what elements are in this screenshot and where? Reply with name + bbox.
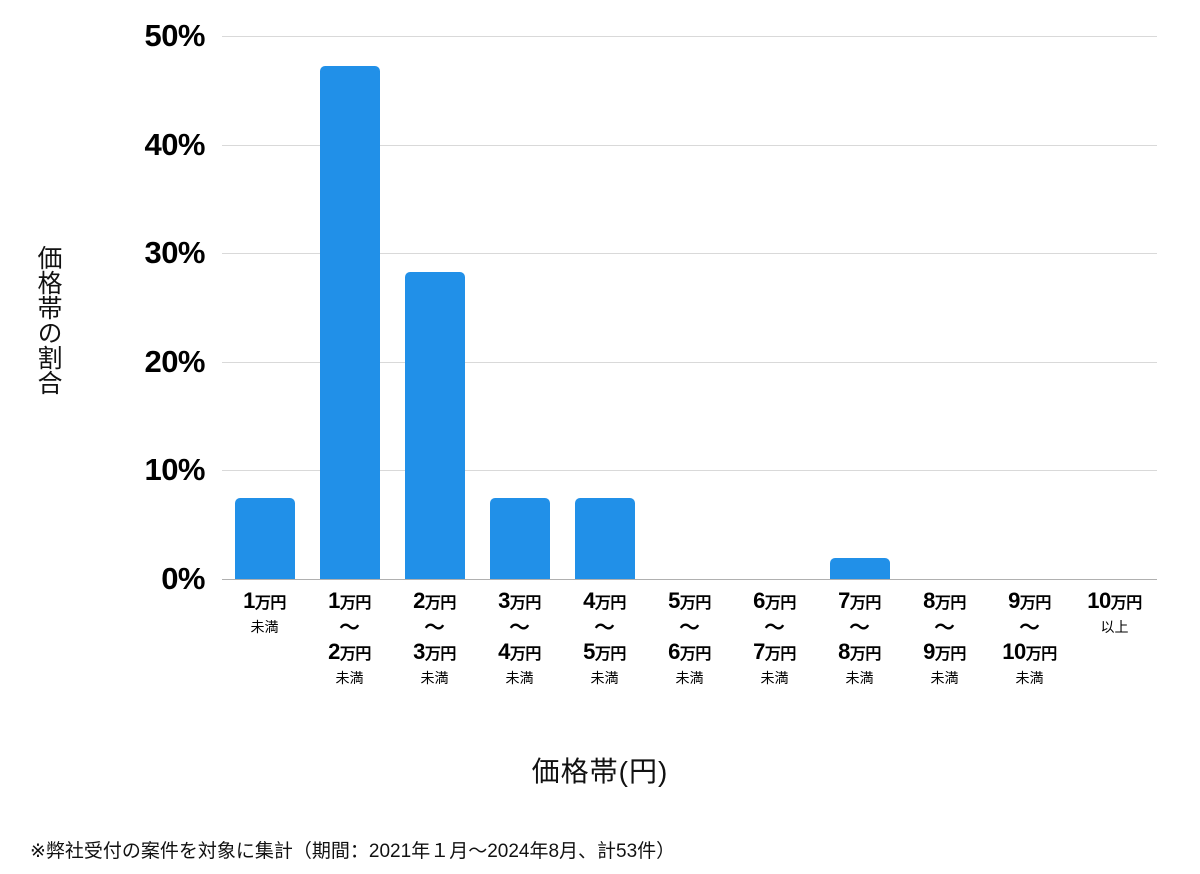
x-label-amount: 3万円 [498,588,541,613]
y-axis-tick-label: 20% [144,343,205,379]
footnote: ※弊社受付の案件を対象に集計（期間：2021年１月〜2024年8月、計53件） [30,841,676,862]
x-label-note: 未満 [1015,670,1044,686]
bar-slot [222,36,307,579]
x-label-amount: 4万円 [583,588,626,613]
x-label-amount: 1万円 [243,588,286,613]
x-label-amount: 3万円 [413,639,456,664]
x-axis-tick-label: 10万円以上 [1072,588,1157,637]
x-axis-tick-label: 9万円〜 10万円未満 [987,588,1072,688]
x-axis-tick-label: 6万円〜 7万円未満 [732,588,817,688]
bar[interactable] [319,66,380,579]
x-label-amount: 2万円 [413,588,456,613]
y-axis-tick-labels: 0% 10% 20% 30% 40% 50% [80,0,205,874]
x-axis-tick-label: 3万円〜 4万円未満 [477,588,562,688]
x-label-range-separator: 〜 [339,617,360,639]
x-axis-tick-label: 7万円〜 8万円未満 [817,588,902,688]
x-label-amount: 5万円 [668,588,711,613]
x-label-amount: 9万円 [923,639,966,664]
bar-slot [562,36,647,579]
x-label-amount: 7万円 [838,588,881,613]
x-axis-tick-label: 5万円〜 6万円未満 [647,588,732,688]
x-label-amount: 8万円 [838,639,881,664]
x-label-note: 未満 [250,619,279,635]
gridline [222,253,1157,255]
x-label-note: 未満 [505,670,534,686]
x-label-range-separator: 〜 [509,617,530,639]
gridline [222,144,1157,146]
x-label-range-separator: 〜 [424,617,445,639]
x-label-note: 未満 [590,670,619,686]
x-label-range-separator: 〜 [849,617,870,639]
x-label-note: 未満 [845,670,874,686]
bar[interactable] [489,497,550,579]
y-axis-tick-label: 50% [144,18,205,53]
bar[interactable] [829,558,890,579]
x-axis-tick-label: 1万円〜 2万円未満 [307,588,392,688]
x-label-amount: 1万円 [328,588,371,613]
gridline [222,579,1157,580]
bar-slot [902,36,987,579]
x-label-amount: 10万円 [1002,639,1057,664]
gridlines [222,36,1157,580]
x-axis-tick-label: 1万円未満 [222,588,307,637]
x-label-note: 未満 [335,670,364,686]
x-label-amount: 7万円 [753,639,796,664]
bar-slot [732,36,817,579]
x-label-amount: 5万円 [583,639,626,664]
bar-series [222,36,1157,579]
y-axis-tick-label: 10% [144,452,205,488]
x-axis-tick-label: 2万円〜 3万円未満 [392,588,477,688]
x-label-range-separator: 〜 [679,617,700,639]
bar[interactable] [404,271,465,579]
gridline [222,36,1157,37]
x-axis-title: 価格帯(円) [531,756,669,787]
gridline [222,361,1157,363]
bar-slot [987,36,1072,579]
bar-slot [307,36,392,579]
bar-slot [1072,36,1157,579]
x-label-amount: 6万円 [668,639,711,664]
y-axis-title: 価格帯の割合 [34,245,62,395]
plot-area [222,36,1157,580]
bar[interactable] [574,497,635,579]
bar-slot [817,36,902,579]
y-axis-tick-label: 30% [144,235,205,271]
x-label-amount: 4万円 [498,639,541,664]
x-axis-tick-label: 4万円〜 5万円未満 [562,588,647,688]
y-axis-tick-label: 40% [144,126,205,162]
x-label-range-separator: 〜 [934,617,955,639]
gridline [222,470,1157,472]
x-label-amount: 10万円 [1087,588,1142,613]
x-label-note: 未満 [760,670,789,686]
x-label-range-separator: 〜 [764,617,785,639]
x-label-note: 未満 [930,670,959,686]
bar-slot [392,36,477,579]
y-axis-tick-label: 0% [161,561,205,596]
x-label-amount: 8万円 [923,588,966,613]
x-label-amount: 2万円 [328,639,371,664]
bar-slot [477,36,562,579]
x-label-amount: 6万円 [753,588,796,613]
x-label-range-separator: 〜 [1019,617,1040,639]
x-axis-tick-label: 8万円〜 9万円未満 [902,588,987,688]
bar-slot [647,36,732,579]
bar[interactable] [234,497,295,579]
x-label-amount: 9万円 [1008,588,1051,613]
x-label-range-separator: 〜 [594,617,615,639]
x-label-note: 以上 [1100,619,1129,635]
x-label-note: 未満 [675,670,704,686]
x-axis-tick-labels: 1万円 未満 1万円〜 2万円 未満 2万円〜 3万円 未満 3万円〜 4万円 未満 4万円〜 5万円未… [222,588,1157,708]
x-label-note: 未満 [420,670,449,686]
